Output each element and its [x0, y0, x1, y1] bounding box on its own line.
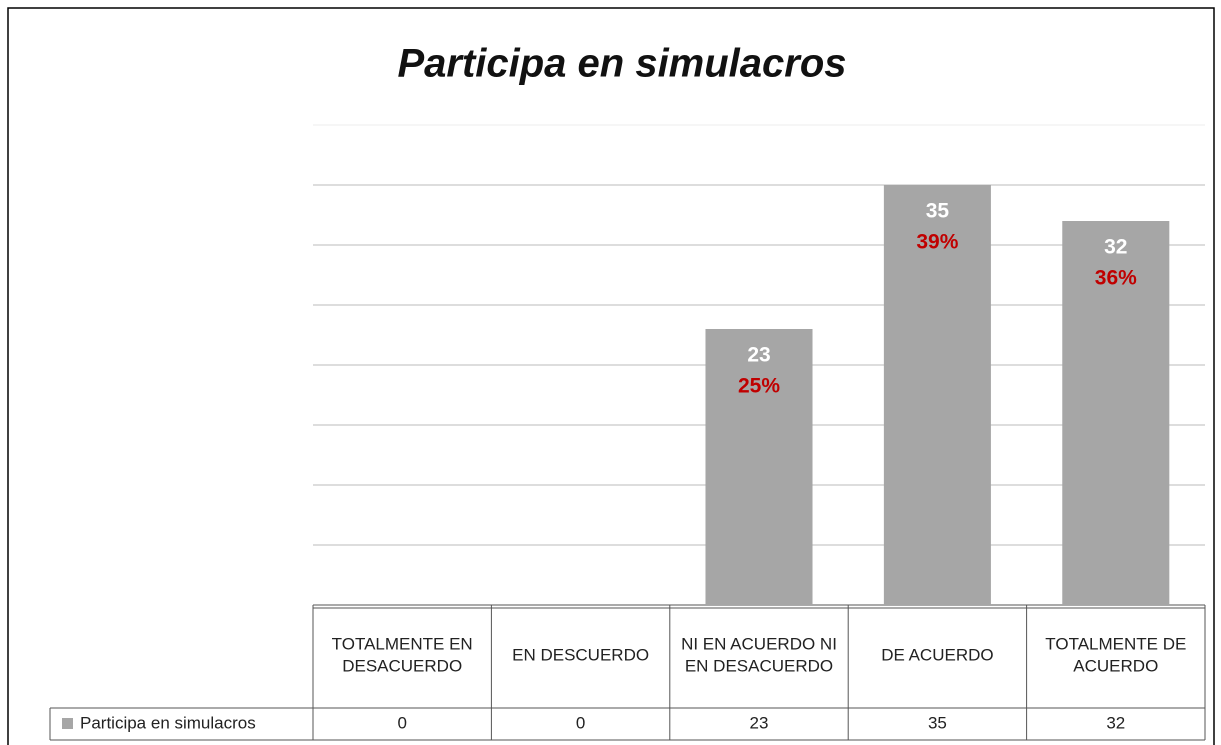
percent-label: 25%	[738, 375, 780, 398]
data-label: 35	[926, 200, 950, 223]
legend-label: Participa en simulacros	[80, 713, 256, 732]
bar	[1062, 221, 1170, 605]
table-value: 23	[750, 713, 769, 732]
x-tick-label: NI EN ACUERDO NI EN DESACUERDO	[681, 635, 837, 676]
table-value: 0	[397, 713, 406, 732]
x-tick-label: EN DESCUERDO	[512, 646, 649, 665]
frame	[7, 7, 1215, 745]
percent-label: 36%	[1095, 267, 1137, 290]
x-tick-label: DE ACUERDO	[881, 646, 993, 665]
bar	[705, 329, 813, 605]
percent-label: 39%	[916, 231, 958, 254]
x-tick-label: TOTALMENTE EN DESACUERDO	[332, 635, 473, 676]
bar	[883, 185, 991, 605]
data-label: 23	[747, 344, 770, 367]
table-value: 32	[1106, 713, 1125, 732]
data-label: 32	[1104, 236, 1127, 259]
table-value: 35	[928, 713, 947, 732]
chart-title: Participa en simulacros	[397, 42, 846, 86]
table-value: 0	[576, 713, 585, 732]
legend-swatch	[62, 718, 73, 729]
x-tick-label: TOTALMENTE DE ACUERDO	[1045, 635, 1186, 676]
